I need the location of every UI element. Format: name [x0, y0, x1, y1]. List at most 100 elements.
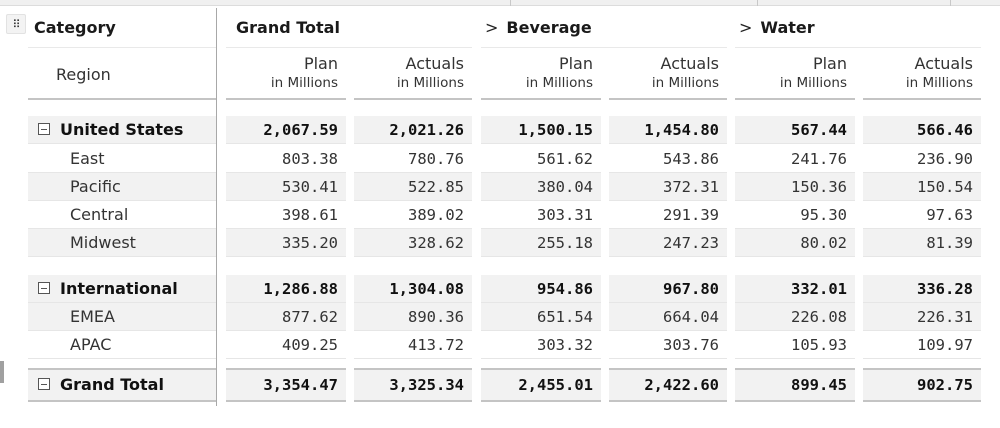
value-cell: 328.62 [354, 229, 472, 257]
drag-handle-icon[interactable]: ⠿ [6, 14, 26, 34]
column-group-label: Beverage [506, 18, 592, 37]
row-header-child[interactable]: APAC [28, 331, 216, 359]
measure-label: Plan [303, 54, 338, 73]
value-cell: 95.30 [735, 201, 855, 229]
value-cell: 105.93 [735, 331, 855, 359]
value-cell: 247.23 [609, 229, 727, 257]
value-cell: 530.41 [226, 173, 346, 201]
value-cell: 561.62 [481, 145, 601, 173]
column-group-header[interactable]: > Water [735, 8, 981, 48]
value-cell: 150.36 [735, 173, 855, 201]
value-cell: 109.97 [863, 331, 981, 359]
row-label: Grand Total [60, 375, 164, 394]
value-cell: 967.80 [609, 275, 727, 303]
row-header-child[interactable]: Midwest [28, 229, 216, 257]
measure-label: Plan [558, 54, 593, 73]
row-label: International [60, 279, 178, 298]
row-label: East [70, 149, 105, 168]
value-cell: 389.02 [354, 201, 472, 229]
measure-unit: in Millions [525, 75, 593, 91]
column-group-water: > Water Plan in Millions 567.44 241.76 150.36 9… [735, 8, 981, 406]
value-cell: 372.31 [609, 173, 727, 201]
measure-label: Actuals [660, 54, 719, 73]
value-cell: 1,286.88 [226, 275, 346, 303]
chevron-right-icon[interactable]: > [739, 18, 753, 37]
measure-header-actuals[interactable]: Actuals in Millions [863, 48, 981, 100]
value-cell: 303.76 [609, 331, 727, 359]
value-cell: 3,354.47 [226, 368, 346, 402]
row-header-child[interactable]: Pacific [28, 173, 216, 201]
value-cell: 803.38 [226, 145, 346, 173]
value-cell: 150.54 [863, 173, 981, 201]
value-cell: 651.54 [481, 303, 601, 331]
value-cell: 2,422.60 [609, 368, 727, 402]
row-label: Pacific [70, 177, 121, 196]
row-label: EMEA [70, 307, 115, 326]
measure-header-plan[interactable]: Plan in Millions [735, 48, 855, 100]
measure-unit: in Millions [779, 75, 847, 91]
value-cell: 664.04 [609, 303, 727, 331]
measure-unit: in Millions [905, 75, 973, 91]
row-header-column: Category Region United States East Pacific… [28, 8, 217, 406]
chevron-right-icon[interactable]: > [485, 18, 499, 37]
value-cell: 380.04 [481, 173, 601, 201]
measure-unit: in Millions [651, 75, 719, 91]
row-header-child[interactable]: East [28, 145, 216, 173]
collapse-icon[interactable] [38, 377, 50, 390]
sub-dimension-header[interactable]: Region [28, 48, 216, 100]
value-cell: 413.72 [354, 331, 472, 359]
row-header-parent[interactable]: International [28, 275, 216, 303]
value-cell: 241.76 [735, 145, 855, 173]
measure-label: Actuals [914, 54, 973, 73]
collapse-icon[interactable] [38, 281, 50, 294]
value-cell: 780.76 [354, 145, 472, 173]
value-cell: 954.86 [481, 275, 601, 303]
value-cell: 2,067.59 [226, 116, 346, 144]
measure-header-actuals[interactable]: Actuals in Millions [609, 48, 727, 100]
column-group-header[interactable]: Grand Total [226, 8, 472, 48]
row-header-parent[interactable]: United States [28, 116, 216, 144]
value-cell: 877.62 [226, 303, 346, 331]
measure-header-actuals[interactable]: Actuals in Millions [354, 48, 472, 100]
value-cell: 543.86 [609, 145, 727, 173]
column-group-grand-total: Grand Total Plan in Millions 2,067.59 803.38… [226, 8, 472, 406]
value-cell: 902.75 [863, 368, 981, 402]
sub-dimension-label: Region [56, 65, 111, 84]
top-scroll-strip [0, 0, 1000, 6]
row-label: Midwest [70, 233, 136, 252]
value-cell: 97.63 [863, 201, 981, 229]
value-cell: 890.36 [354, 303, 472, 331]
row-dimension-header[interactable]: Category [28, 8, 216, 48]
value-cell: 566.46 [863, 116, 981, 144]
value-cell: 226.08 [735, 303, 855, 331]
value-cell: 81.39 [863, 229, 981, 257]
column-group-label: Grand Total [236, 18, 340, 37]
collapse-icon[interactable] [38, 122, 50, 135]
value-cell: 398.61 [226, 201, 346, 229]
value-cell: 1,500.15 [481, 116, 601, 144]
value-cell: 303.31 [481, 201, 601, 229]
measure-header-plan[interactable]: Plan in Millions [481, 48, 601, 100]
row-header-child[interactable]: Central [28, 201, 216, 229]
top-strip-tick [757, 0, 758, 6]
value-cell: 226.31 [863, 303, 981, 331]
row-label: APAC [70, 335, 112, 354]
value-cell: 1,454.80 [609, 116, 727, 144]
row-label: United States [60, 120, 184, 139]
column-group-label: Water [760, 18, 815, 37]
value-cell: 899.45 [735, 368, 855, 402]
row-header-child[interactable]: EMEA [28, 303, 216, 331]
measure-unit: in Millions [270, 75, 338, 91]
value-cell: 336.28 [863, 275, 981, 303]
row-header-grand-total[interactable]: Grand Total [28, 368, 216, 402]
row-label: Central [70, 205, 129, 224]
measure-label: Actuals [405, 54, 464, 73]
measure-header-plan[interactable]: Plan in Millions [226, 48, 346, 100]
value-cell: 255.18 [481, 229, 601, 257]
value-cell: 567.44 [735, 116, 855, 144]
value-cell: 236.90 [863, 145, 981, 173]
column-group-header[interactable]: > Beverage [481, 8, 727, 48]
value-cell: 332.01 [735, 275, 855, 303]
value-cell: 2,455.01 [481, 368, 601, 402]
value-cell: 409.25 [226, 331, 346, 359]
